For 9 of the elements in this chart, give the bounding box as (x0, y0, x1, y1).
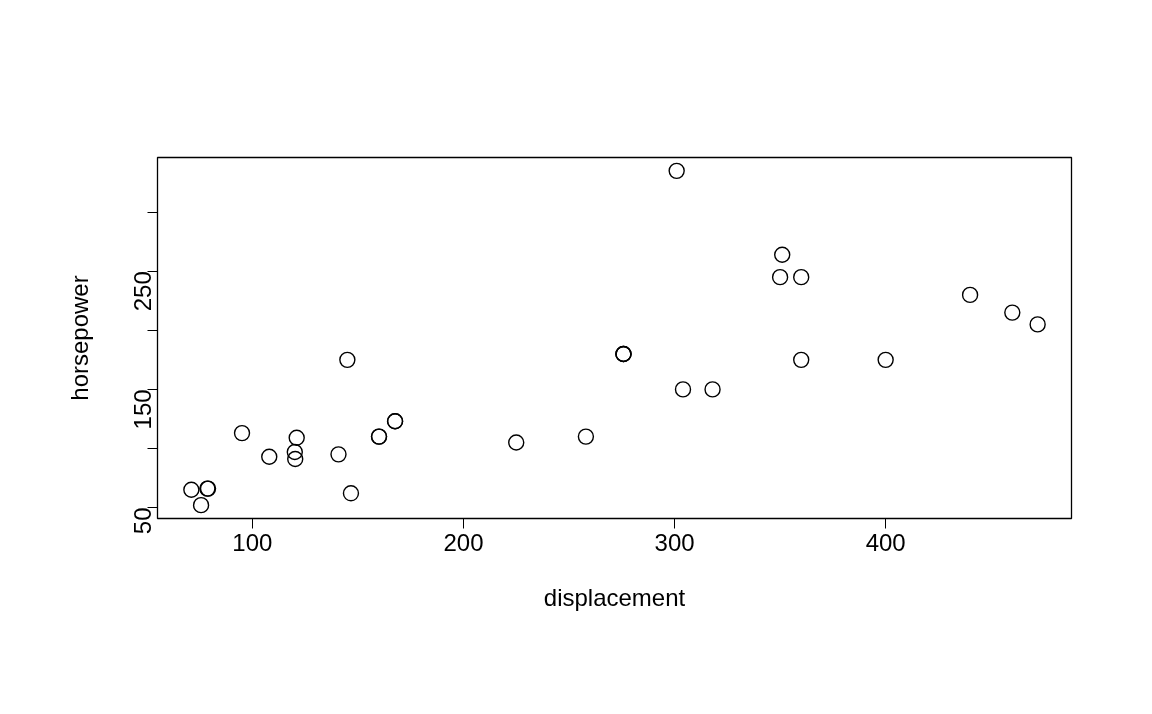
x-tick-label: 100 (232, 528, 273, 556)
x-tick-label: 400 (865, 528, 906, 556)
y-axis-title: horsepower (65, 275, 93, 401)
y-tick-label: 250 (129, 271, 156, 312)
x-tick-label: 300 (654, 528, 695, 556)
x-tick-label: 200 (443, 528, 484, 556)
y-tick-label: 50 (129, 507, 156, 535)
y-tick-label: 150 (129, 389, 156, 430)
x-axis-title: displacement (543, 583, 686, 611)
